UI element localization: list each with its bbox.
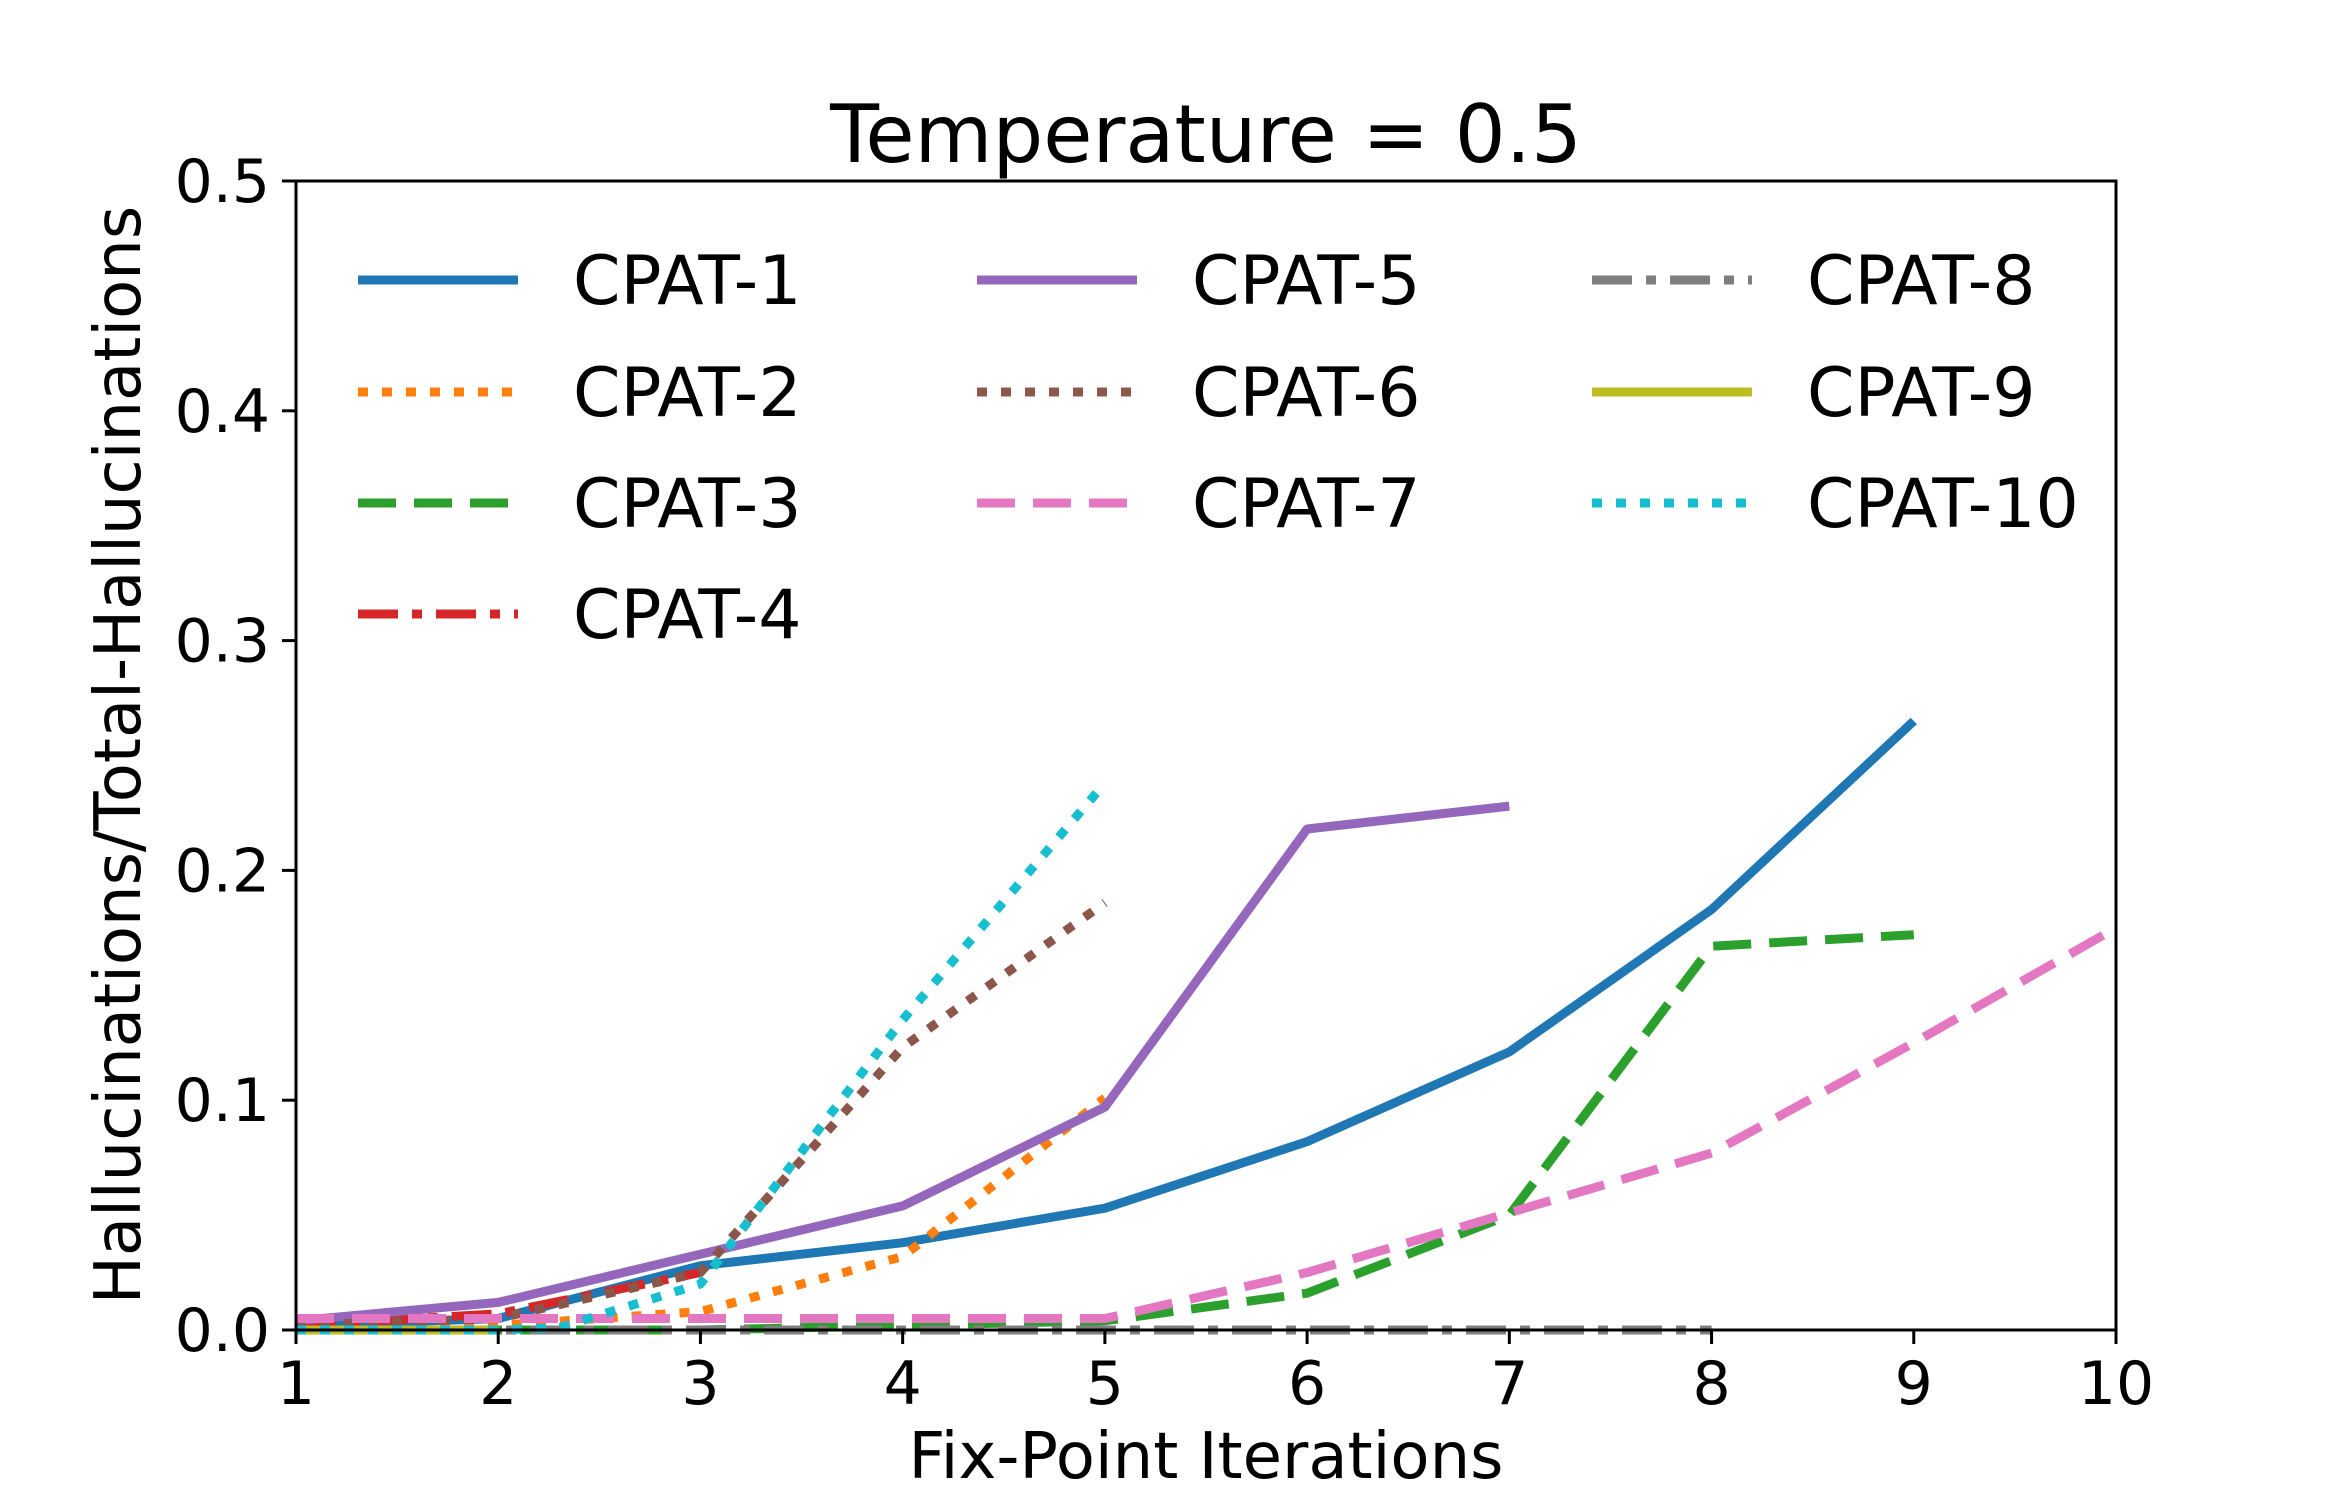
series-line-cpat-6 xyxy=(295,898,1108,1330)
series-line-cpat-7 xyxy=(296,923,2119,1323)
x-tick-label: 10 xyxy=(2078,1349,2154,1419)
x-tick-label: 8 xyxy=(1692,1349,1730,1419)
y-axis-ticks: 0.0 0.1 0.2 0.3 0.4 0.5 xyxy=(175,147,296,1366)
x-axis-label: Fix-Point Iterations xyxy=(909,1420,1504,1488)
legend-label-cpat-4: CPAT-4 xyxy=(573,576,801,655)
legend-label-cpat-6: CPAT-6 xyxy=(1192,354,1420,433)
legend: CPAT-1 CPAT-2 CPAT-3 CPAT-4 CPAT-5 CPAT-6 CPAT… xyxy=(358,242,2079,655)
x-tick-label: 6 xyxy=(1288,1349,1326,1419)
x-tick-label: 3 xyxy=(681,1349,719,1419)
x-tick-label: 5 xyxy=(1086,1349,1124,1419)
x-tick-label: 9 xyxy=(1895,1349,1933,1419)
legend-label-cpat-10: CPAT-10 xyxy=(1807,465,2079,544)
legend-label-cpat-5: CPAT-5 xyxy=(1192,242,1420,321)
y-tick-label: 0.3 xyxy=(175,607,270,677)
y-tick-label: 0.1 xyxy=(175,1066,270,1136)
series-line-cpat-1 xyxy=(295,717,1917,1330)
x-tick-label: 1 xyxy=(277,1349,315,1419)
legend-label-cpat-3: CPAT-3 xyxy=(573,465,801,544)
series-line-cpat-3 xyxy=(296,930,1915,1335)
legend-label-cpat-8: CPAT-8 xyxy=(1807,242,2035,321)
x-tick-label: 2 xyxy=(479,1349,517,1419)
y-tick-label: 0.5 xyxy=(175,147,270,217)
y-tick-label: 0.4 xyxy=(175,377,270,447)
series-line-cpat-2 xyxy=(295,1094,1108,1335)
series-line-cpat-10 xyxy=(296,780,1109,1335)
plot-frame xyxy=(294,179,2118,1332)
legend-label-cpat-2: CPAT-2 xyxy=(573,354,801,433)
plot-lines xyxy=(295,717,2119,1335)
series-line-cpat-5 xyxy=(295,801,1510,1326)
x-axis-ticks: 1 2 3 4 5 6 7 8 9 10 xyxy=(277,1330,2154,1419)
x-tick-label: 4 xyxy=(884,1349,922,1419)
y-tick-label: 0.2 xyxy=(175,836,270,906)
y-tick-label: 0.0 xyxy=(175,1296,270,1366)
y-axis-label: Hallucinations/Total-Hallucinations xyxy=(82,206,156,1304)
legend-label-cpat-7: CPAT-7 xyxy=(1192,465,1420,544)
x-tick-label: 7 xyxy=(1490,1349,1528,1419)
legend-label-cpat-9: CPAT-9 xyxy=(1807,354,2035,433)
chart-title: Temperature = 0.5 xyxy=(829,88,1582,181)
legend-label-cpat-1: CPAT-1 xyxy=(573,242,801,321)
